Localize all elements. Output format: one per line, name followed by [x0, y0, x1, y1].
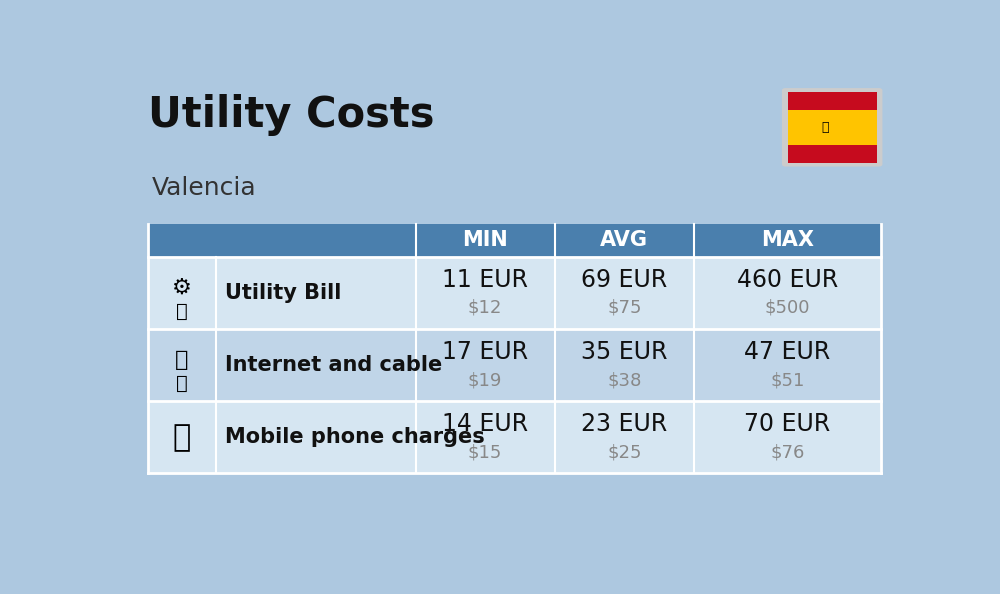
Text: 14 EUR: 14 EUR	[442, 412, 528, 437]
Text: 460 EUR: 460 EUR	[737, 268, 838, 292]
Text: 17 EUR: 17 EUR	[442, 340, 528, 364]
Text: 70 EUR: 70 EUR	[744, 412, 830, 437]
Text: MIN: MIN	[462, 230, 508, 250]
Text: 🔌: 🔌	[176, 301, 188, 320]
Text: Utility Costs: Utility Costs	[148, 94, 435, 136]
Text: MAX: MAX	[761, 230, 814, 250]
Text: Internet and cable: Internet and cable	[225, 355, 442, 375]
Text: 35 EUR: 35 EUR	[581, 340, 668, 364]
Text: $15: $15	[468, 443, 502, 462]
Text: 69 EUR: 69 EUR	[581, 268, 667, 292]
Text: 11 EUR: 11 EUR	[442, 268, 528, 292]
Text: $12: $12	[468, 299, 502, 317]
Bar	[148, 257, 881, 329]
Text: 📶: 📶	[175, 350, 189, 370]
Text: 47 EUR: 47 EUR	[744, 340, 830, 364]
Text: Mobile phone charges: Mobile phone charges	[225, 427, 485, 447]
Text: $51: $51	[770, 371, 804, 389]
Text: $19: $19	[468, 371, 502, 389]
Bar	[148, 329, 881, 401]
Bar	[788, 92, 877, 109]
Text: $500: $500	[764, 299, 810, 317]
Text: ⚙️: ⚙️	[172, 278, 192, 298]
Text: 23 EUR: 23 EUR	[581, 412, 667, 437]
Bar	[788, 145, 877, 163]
FancyBboxPatch shape	[783, 89, 881, 166]
Text: Valencia: Valencia	[152, 176, 257, 201]
Text: $25: $25	[607, 443, 642, 462]
Bar	[788, 109, 877, 145]
Text: $76: $76	[770, 443, 804, 462]
Text: 📱: 📱	[173, 423, 191, 451]
Text: $38: $38	[607, 371, 641, 389]
Text: AVG: AVG	[600, 230, 648, 250]
Text: $75: $75	[607, 299, 642, 317]
Text: Utility Bill: Utility Bill	[225, 283, 341, 303]
Text: 🖥️: 🖥️	[176, 374, 188, 393]
Bar	[148, 401, 881, 473]
Bar	[148, 223, 881, 257]
Text: 🔰: 🔰	[821, 121, 829, 134]
